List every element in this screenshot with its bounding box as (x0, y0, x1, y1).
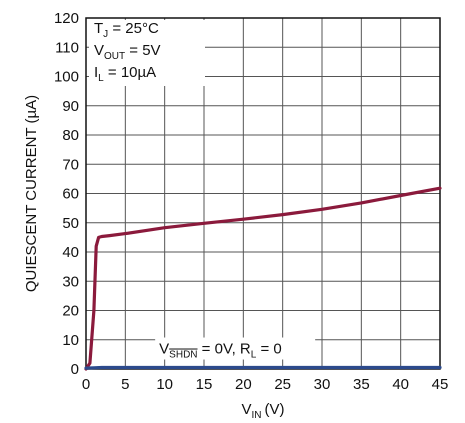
shutdown-label-middle: = 0V, R (198, 341, 251, 358)
x-axis-title-unit: (V) (265, 401, 285, 418)
y-tick-label: 50 (62, 215, 79, 232)
x-tick-label: 30 (314, 376, 331, 393)
series-line-normal (84, 186, 442, 371)
y-tick-labels: 0 10 20 30 40 50 60 70 80 90 100 110 120 (54, 10, 79, 378)
y-tick-label: 70 (62, 156, 79, 173)
y-tick-label: 100 (54, 69, 79, 86)
condition-tj-value: = 25°C (108, 20, 159, 37)
y-tick-label: 10 (62, 332, 79, 349)
y-axis-title: QUIESCENT CURRENT (µA) (23, 95, 40, 292)
x-tick-label: 10 (156, 376, 173, 393)
condition-il-symbol: I (94, 64, 98, 81)
condition-il: IL = 10µA (94, 64, 156, 84)
condition-tj-subscript: J (103, 29, 108, 40)
series-line-shutdown (84, 365, 442, 370)
y-tick-label: 120 (54, 10, 79, 27)
condition-vout-subscript: OUT (104, 51, 125, 62)
shutdown-label-end: = 0 (256, 341, 281, 358)
shutdown-annotation-background (155, 337, 316, 360)
y-tick-label: 20 (62, 303, 79, 320)
x-axis-title-symbol: V (241, 401, 251, 418)
x-tick-label: 0 (82, 376, 90, 393)
x-tick-label: 25 (274, 376, 291, 393)
y-tick-label: 90 (62, 98, 79, 115)
x-tick-label: 5 (121, 376, 129, 393)
y-tick-label: 30 (62, 273, 79, 290)
condition-il-subscript: L (98, 73, 104, 84)
shutdown-rl-subscript: L (251, 350, 257, 361)
condition-tj-symbol: T (94, 20, 103, 37)
x-tick-label: 40 (392, 376, 409, 393)
condition-vout: VOUT = 5V (94, 42, 161, 62)
conditions-background (89, 20, 205, 86)
x-tick-label: 35 (353, 376, 370, 393)
shutdown-shdn-subscript: SHDN (169, 350, 197, 361)
y-tick-label: 60 (62, 186, 79, 203)
y-tick-label: 40 (62, 244, 79, 261)
shutdown-v-symbol: V (159, 341, 169, 358)
condition-vout-value: = 5V (125, 42, 160, 59)
x-tick-label: 45 (432, 376, 449, 393)
x-tick-labels: 0 5 10 15 20 25 30 35 40 45 (82, 376, 449, 393)
shutdown-label: VSHDN = 0V, RL = 0 (159, 341, 282, 361)
series-lines (84, 186, 442, 371)
y-tick-label: 110 (55, 39, 79, 56)
condition-vout-symbol: V (94, 42, 104, 59)
x-tick-label: 20 (235, 376, 252, 393)
conditions-legend: TJ = 25°C VOUT = 5V IL = 10µA (89, 20, 205, 86)
shutdown-annotation: VSHDN = 0V, RL = 0 (155, 337, 316, 361)
y-tick-label: 0 (71, 361, 79, 378)
x-axis-title-subscript: IN (252, 410, 262, 421)
y-tick-label: 80 (62, 127, 79, 144)
x-tick-label: 15 (196, 376, 213, 393)
condition-tj: TJ = 25°C (94, 20, 159, 40)
condition-il-value: = 10µA (104, 64, 156, 81)
x-axis-title: VIN (V) (241, 401, 284, 421)
